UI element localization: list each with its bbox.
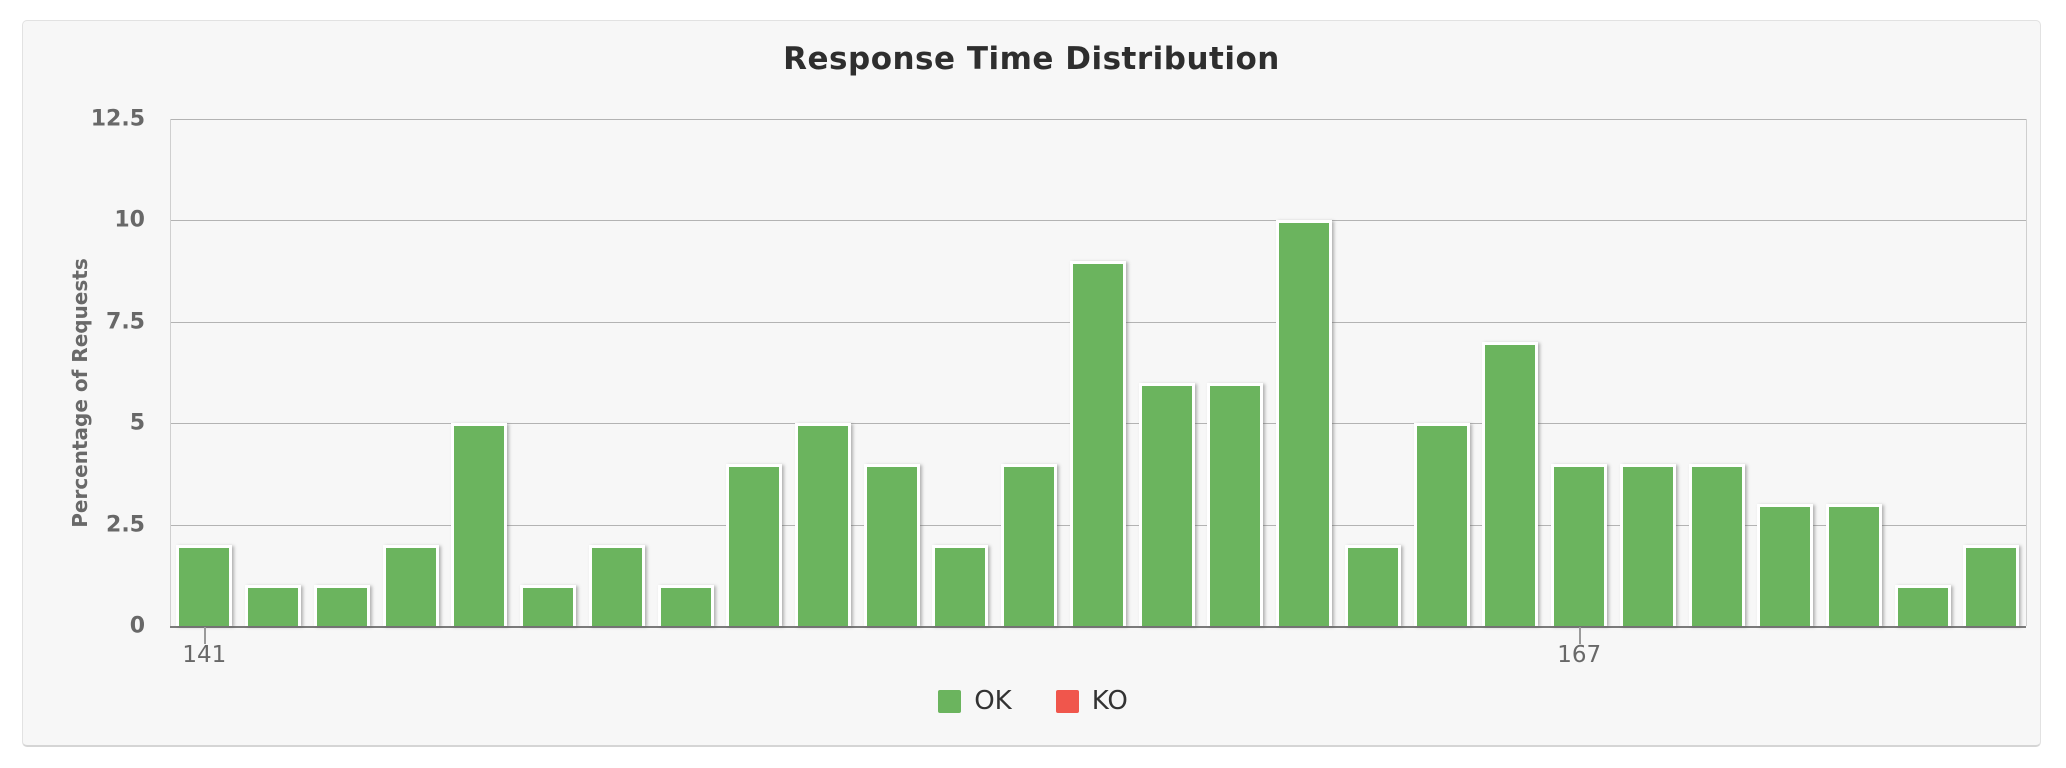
bar-slot	[1270, 119, 1339, 626]
bar-slot	[1064, 119, 1133, 626]
bar-ok[interactable]	[588, 544, 645, 626]
bar-ok[interactable]	[1276, 220, 1333, 626]
x-tick-mark	[1579, 627, 1582, 644]
bar-ok[interactable]	[520, 585, 577, 626]
bar-slot	[514, 119, 583, 626]
bar-slot	[1201, 119, 1270, 626]
y-tick-label: 10	[114, 207, 145, 233]
legend-label: OK	[974, 686, 1012, 716]
bar-slot	[1957, 119, 2026, 626]
bar-slot	[1820, 119, 1889, 626]
bar-slot	[1888, 119, 1957, 626]
plot-left-border	[170, 119, 171, 626]
x-tick-label: 167	[1557, 642, 1602, 668]
bar-slot	[1751, 119, 1820, 626]
y-tick-label: 0	[129, 613, 145, 639]
bar-ok[interactable]	[932, 544, 989, 626]
y-tick-label: 7.5	[106, 309, 145, 335]
bar-ok[interactable]	[313, 585, 370, 626]
legend-swatch-ko	[1055, 689, 1079, 713]
bar-ok[interactable]	[1551, 463, 1608, 626]
bar-ok[interactable]	[1825, 504, 1882, 626]
legend-item-ko[interactable]: KO	[1055, 686, 1128, 716]
bar-slot	[170, 119, 239, 626]
bar-slot	[376, 119, 445, 626]
y-gridline	[170, 119, 2026, 120]
bar-ok[interactable]	[1069, 260, 1126, 626]
y-gridline	[170, 220, 2026, 222]
bar-ok[interactable]	[1001, 463, 1058, 626]
bar-ok[interactable]	[1757, 504, 1814, 626]
bar-slot	[445, 119, 514, 626]
y-tick-label: 5	[129, 410, 145, 436]
bars-container	[170, 119, 2026, 626]
bar-ok[interactable]	[382, 544, 439, 626]
bar-ok[interactable]	[1207, 382, 1264, 626]
bar-ok[interactable]	[1619, 463, 1676, 626]
bar-slot	[1338, 119, 1407, 626]
bar-slot	[1545, 119, 1614, 626]
bar-slot	[857, 119, 926, 626]
bar-slot	[926, 119, 995, 626]
bar-ok[interactable]	[794, 423, 851, 626]
y-axis-title: Percentage of Requests	[68, 258, 92, 528]
bar-ok[interactable]	[1413, 423, 1470, 626]
bar-slot	[1476, 119, 1545, 626]
bar-slot	[789, 119, 858, 626]
x-tick-mark	[204, 627, 207, 644]
bar-ok[interactable]	[1482, 342, 1539, 626]
bar-ok[interactable]	[176, 544, 233, 626]
bar-slot	[995, 119, 1064, 626]
x-axis-baseline	[170, 626, 2026, 628]
bar-ok[interactable]	[451, 423, 508, 626]
bar-ok[interactable]	[657, 585, 714, 626]
bar-ok[interactable]	[1963, 544, 2020, 626]
bar-slot	[720, 119, 789, 626]
bar-slot	[582, 119, 651, 626]
bar-slot	[651, 119, 720, 626]
plot-right-border	[2026, 119, 2027, 626]
bar-slot	[1407, 119, 1476, 626]
bar-slot	[1682, 119, 1751, 626]
bar-slot	[1132, 119, 1201, 626]
legend-label: KO	[1091, 686, 1128, 716]
chart-title: Response Time Distribution	[783, 41, 1280, 77]
bar-ok[interactable]	[1688, 463, 1745, 626]
bar-ok[interactable]	[1138, 382, 1195, 626]
bar-ok[interactable]	[1344, 544, 1401, 626]
legend-item-ok[interactable]: OK	[938, 686, 1012, 716]
bar-ok[interactable]	[1894, 585, 1951, 626]
bar-slot	[239, 119, 308, 626]
bar-ok[interactable]	[863, 463, 920, 626]
bar-slot	[1613, 119, 1682, 626]
bar-ok[interactable]	[726, 463, 783, 626]
y-tick-label: 12.5	[90, 106, 145, 132]
bar-slot	[307, 119, 376, 626]
y-tick-label: 2.5	[106, 512, 145, 538]
x-tick-label: 141	[182, 642, 227, 668]
legend-swatch-ok	[938, 689, 962, 713]
bar-ok[interactable]	[245, 585, 302, 626]
legend: OK KO	[0, 686, 2066, 716]
